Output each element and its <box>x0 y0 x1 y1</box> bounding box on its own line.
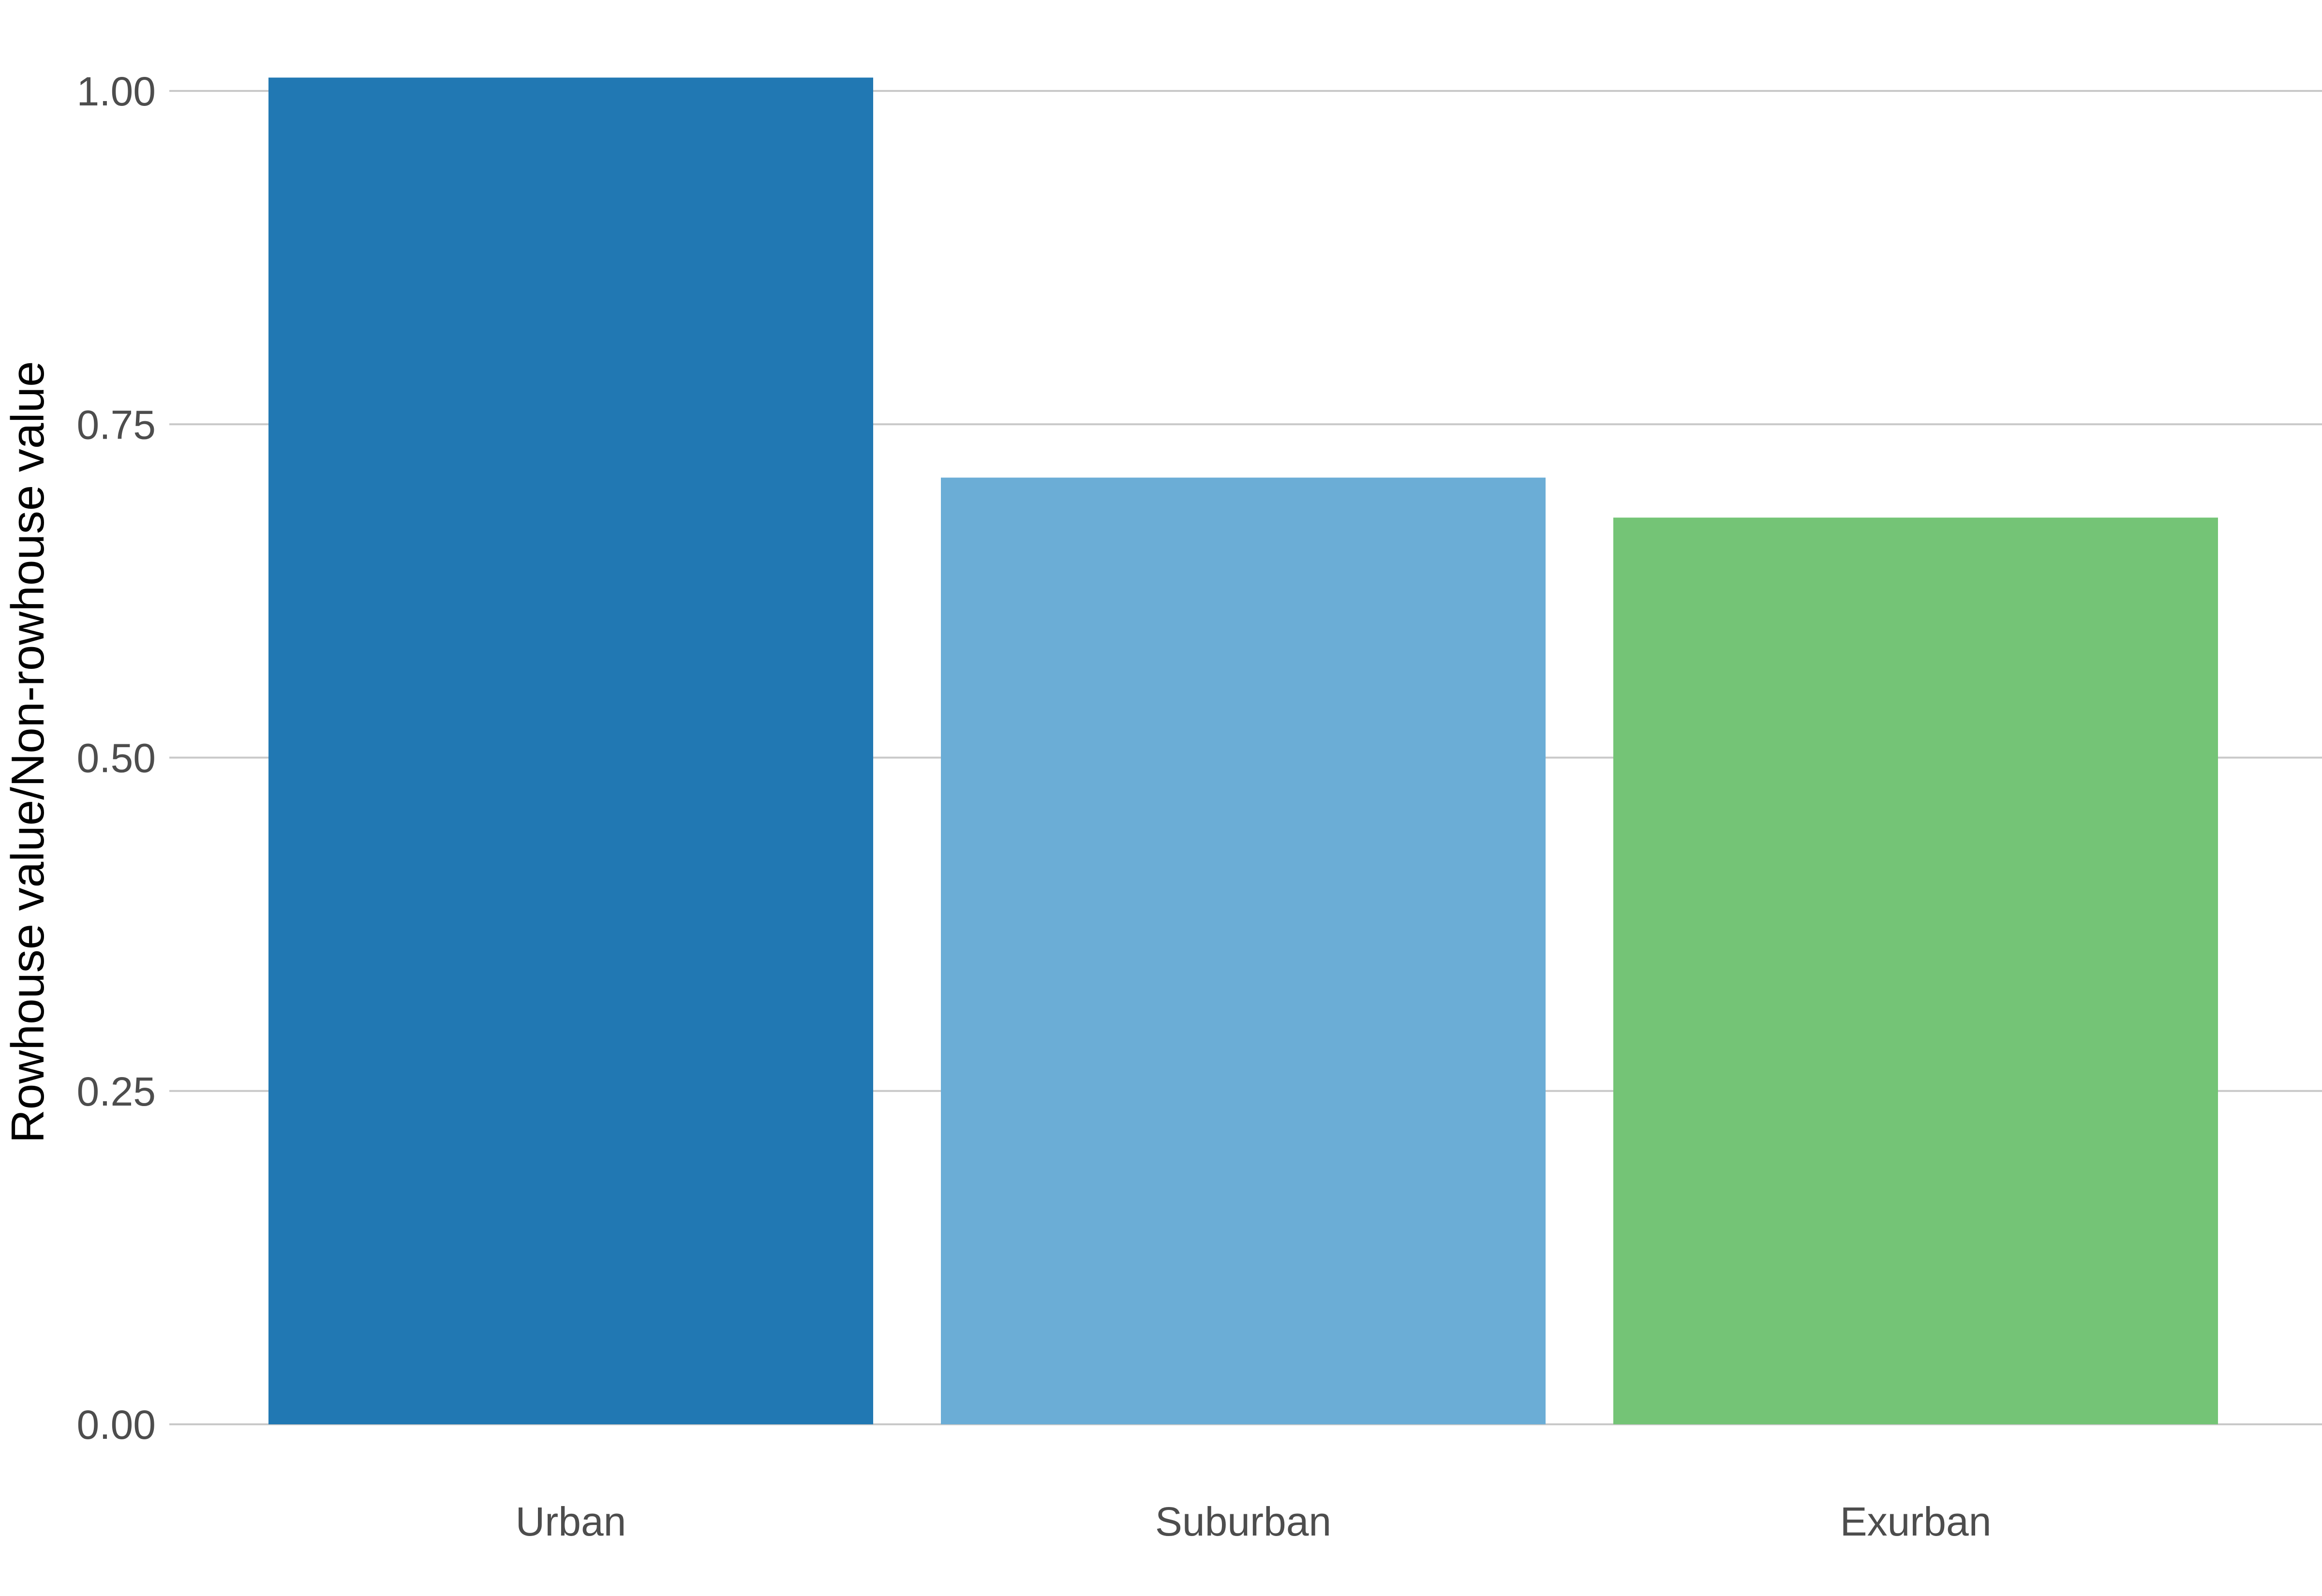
y-tick-label: 0.00 <box>77 1402 156 1448</box>
bars <box>268 77 2218 1425</box>
y-tick-label: 0.50 <box>77 736 156 781</box>
y-axis-ticks: 0.00 0.25 0.50 0.75 1.00 <box>77 69 156 1448</box>
y-tick-label: 0.75 <box>77 402 156 447</box>
x-tick-label: Urban <box>516 1499 626 1544</box>
y-axis-title: Rowhouse value/Non-rowhouse value <box>2 361 54 1143</box>
bar-urban <box>268 77 873 1425</box>
y-tick-label: 1.00 <box>77 69 156 114</box>
bar-suburban <box>941 477 1546 1424</box>
x-tick-label: Exurban <box>1840 1499 1992 1544</box>
x-axis-ticks: Urban Suburban Exurban <box>516 1499 1992 1544</box>
y-tick-label: 0.25 <box>77 1069 156 1114</box>
bar-exurban <box>1613 517 2218 1424</box>
x-tick-label: Suburban <box>1155 1499 1331 1544</box>
